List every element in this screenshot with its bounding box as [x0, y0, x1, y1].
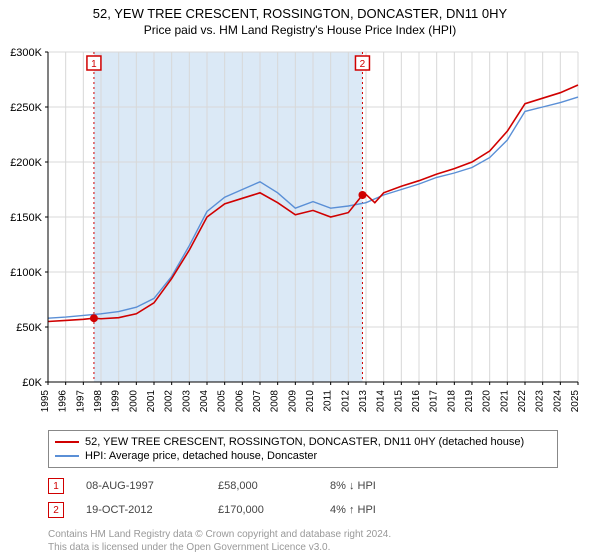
- svg-text:2008: 2008: [270, 390, 281, 413]
- chart-container: 52, YEW TREE CRESCENT, ROSSINGTON, DONCA…: [0, 0, 600, 560]
- svg-text:2021: 2021: [499, 390, 510, 413]
- marker-date: 19-OCT-2012: [86, 504, 196, 516]
- marker-table: 1 08-AUG-1997 £58,000 8% ↓ HPI 2 19-OCT-…: [48, 474, 430, 522]
- svg-text:£250K: £250K: [10, 102, 42, 114]
- svg-text:2009: 2009: [287, 390, 298, 413]
- marker-row: 1 08-AUG-1997 £58,000 8% ↓ HPI: [48, 474, 430, 498]
- svg-text:2001: 2001: [146, 390, 157, 413]
- chart-subtitle: Price paid vs. HM Land Registry's House …: [0, 21, 600, 37]
- marker-pct: 8% ↓ HPI: [330, 480, 430, 492]
- svg-text:2003: 2003: [181, 390, 192, 413]
- legend-label: 52, YEW TREE CRESCENT, ROSSINGTON, DONCA…: [85, 436, 524, 448]
- svg-text:2024: 2024: [552, 390, 563, 413]
- legend-swatch: [55, 455, 79, 457]
- marker-row: 2 19-OCT-2012 £170,000 4% ↑ HPI: [48, 498, 430, 522]
- legend-swatch: [55, 441, 79, 443]
- legend: 52, YEW TREE CRESCENT, ROSSINGTON, DONCA…: [48, 430, 558, 468]
- marker-price: £170,000: [218, 504, 308, 516]
- svg-text:2013: 2013: [358, 390, 369, 413]
- svg-text:£0K: £0K: [22, 377, 42, 389]
- svg-text:2006: 2006: [234, 390, 245, 413]
- svg-text:2022: 2022: [517, 390, 528, 413]
- marker-badge: 2: [48, 502, 64, 518]
- svg-text:1996: 1996: [58, 390, 69, 413]
- svg-text:2010: 2010: [305, 390, 316, 413]
- svg-text:2002: 2002: [164, 390, 175, 413]
- svg-text:2011: 2011: [323, 390, 334, 412]
- svg-text:£50K: £50K: [16, 322, 42, 334]
- svg-text:2: 2: [360, 59, 366, 70]
- svg-text:1998: 1998: [93, 390, 104, 413]
- svg-text:1: 1: [91, 59, 97, 70]
- svg-text:2000: 2000: [128, 390, 139, 413]
- svg-text:2025: 2025: [570, 390, 581, 413]
- svg-text:£200K: £200K: [10, 157, 42, 169]
- svg-text:2017: 2017: [429, 390, 440, 413]
- chart-plot: 1 2 £0K £50K £100K £150K £200K £250K £300K 1995 19…: [0, 42, 600, 422]
- svg-text:2004: 2004: [199, 390, 210, 413]
- svg-text:2005: 2005: [217, 390, 228, 413]
- chart-title: 52, YEW TREE CRESCENT, ROSSINGTON, DONCA…: [0, 0, 600, 21]
- svg-text:2020: 2020: [482, 390, 493, 413]
- svg-text:£300K: £300K: [10, 47, 42, 59]
- footer-line: Contains HM Land Registry data © Crown c…: [48, 528, 391, 541]
- footer-attribution: Contains HM Land Registry data © Crown c…: [48, 528, 391, 554]
- svg-text:2016: 2016: [411, 390, 422, 413]
- svg-text:2023: 2023: [535, 390, 546, 413]
- svg-text:2012: 2012: [340, 390, 351, 413]
- svg-text:2019: 2019: [464, 390, 475, 413]
- svg-text:2014: 2014: [376, 390, 387, 413]
- marker-badge: 1: [48, 478, 64, 494]
- marker-pct: 4% ↑ HPI: [330, 504, 430, 516]
- legend-label: HPI: Average price, detached house, Donc…: [85, 450, 317, 462]
- footer-line: This data is licensed under the Open Gov…: [48, 541, 391, 554]
- svg-text:1997: 1997: [75, 390, 86, 413]
- svg-text:2007: 2007: [252, 390, 263, 413]
- svg-text:£150K: £150K: [10, 212, 42, 224]
- legend-item-price-paid: 52, YEW TREE CRESCENT, ROSSINGTON, DONCA…: [55, 435, 551, 449]
- svg-text:2018: 2018: [446, 390, 457, 413]
- legend-item-hpi: HPI: Average price, detached house, Donc…: [55, 449, 551, 463]
- svg-text:1995: 1995: [40, 390, 51, 413]
- svg-text:£100K: £100K: [10, 267, 42, 279]
- svg-text:2015: 2015: [393, 390, 404, 413]
- svg-text:1999: 1999: [111, 390, 122, 413]
- marker-date: 08-AUG-1997: [86, 480, 196, 492]
- marker-price: £58,000: [218, 480, 308, 492]
